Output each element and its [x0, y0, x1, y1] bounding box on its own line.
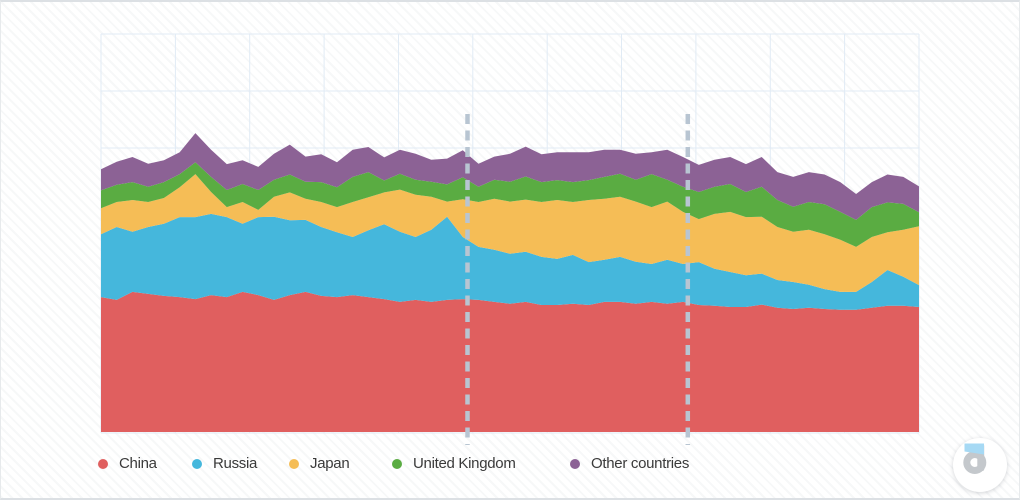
legend-label: Russia — [213, 455, 258, 472]
legend-label: United Kingdom — [413, 455, 516, 472]
area-series-china — [101, 291, 919, 432]
legend-item-other-countries: Other countries — [570, 456, 689, 472]
legend-dot-icon — [570, 459, 580, 469]
legend-label: China — [119, 455, 157, 472]
datawrapper-logo[interactable] — [953, 438, 1007, 492]
legend-label: Japan — [310, 455, 350, 472]
legend-dot-icon — [192, 459, 202, 469]
legend-dot-icon — [392, 459, 402, 469]
legend-item-japan: Japan — [289, 455, 350, 472]
legend-dot-icon — [98, 459, 108, 469]
legend-item-russia: Russia — [192, 456, 257, 472]
area-series-united-kingdom — [101, 162, 919, 247]
legend-item-united-kingdom: United Kingdom — [392, 456, 516, 472]
datawrapper-d-icon — [963, 443, 987, 474]
legend-item-china: China — [98, 456, 157, 472]
area-series-japan — [101, 174, 919, 292]
area-series-russia — [101, 213, 919, 310]
area-series-other-countries — [101, 133, 919, 220]
legend-dot-icon — [289, 459, 299, 469]
legend-label: Other countries — [591, 455, 690, 472]
